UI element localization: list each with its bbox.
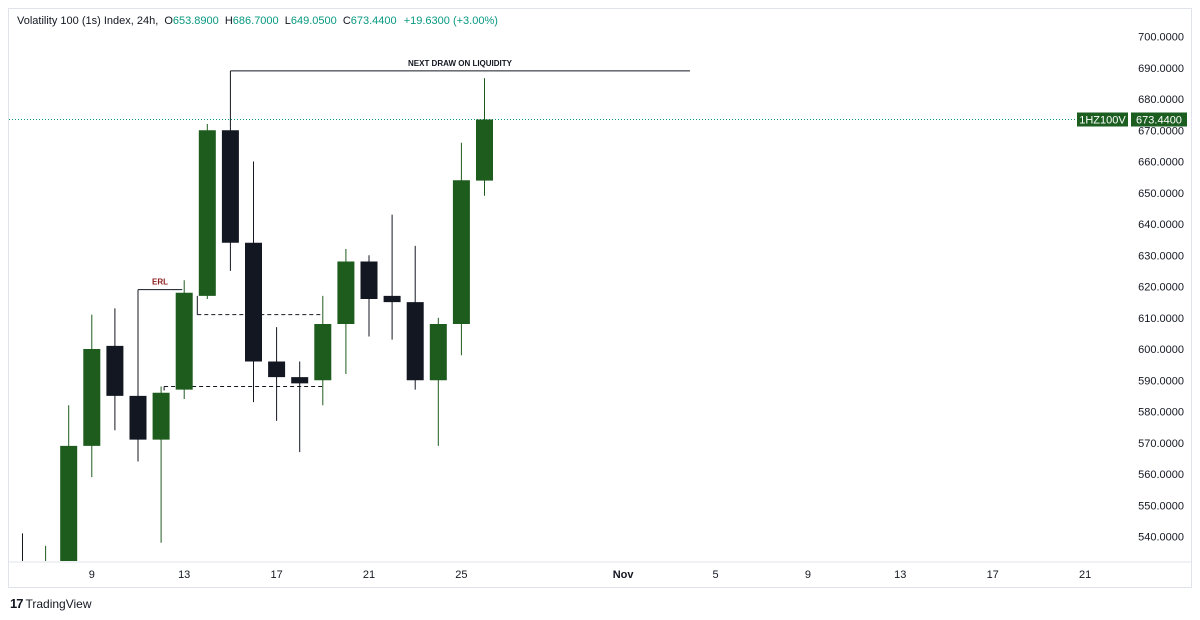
x-axis-tick-label: 17 — [270, 569, 282, 581]
erl-label: ERL — [152, 278, 168, 287]
y-axis-tick-label: 670.0000 — [1138, 125, 1184, 137]
close-label: C — [342, 15, 351, 27]
candle-body — [291, 377, 309, 384]
high-label: H — [224, 15, 233, 27]
candle — [429, 317, 447, 446]
close-value: 673.4400 — [350, 15, 397, 27]
candle-body — [14, 568, 31, 574]
x-axis-tick-label: 17 — [987, 569, 999, 581]
candle — [383, 214, 401, 340]
candle-body — [106, 345, 124, 396]
open-label: O — [164, 15, 173, 27]
candle-body — [268, 361, 286, 378]
symbol-badge-label: 1HZ100V — [1079, 115, 1126, 127]
chart-frame — [8, 8, 1192, 588]
candle — [60, 405, 78, 561]
candle — [175, 280, 193, 399]
price-badge — [1131, 112, 1187, 127]
x-axis-tick-label: 13 — [894, 569, 906, 581]
tradingview-logo-icon: 17 — [10, 596, 24, 611]
low-value: 649.0500 — [290, 15, 337, 27]
candle — [314, 295, 332, 406]
y-axis-tick-label: 590.0000 — [1138, 375, 1184, 387]
x-axis-tick-label: 21 — [363, 569, 375, 581]
change-value: +19.6300 (+3.00%) — [403, 15, 498, 27]
candle-body — [337, 261, 355, 324]
candle — [268, 327, 286, 421]
symbol-header: Volatility 100 (1s) Index, 24h, O653.890… — [17, 15, 498, 27]
candle — [106, 308, 124, 431]
candle-body — [129, 395, 147, 440]
y-axis-tick-label: 690.0000 — [1138, 63, 1184, 75]
candle — [360, 255, 378, 337]
y-axis-tick-label: 680.0000 — [1138, 94, 1184, 106]
symbol-badge — [1077, 112, 1128, 127]
candle — [14, 533, 31, 574]
candle-body — [245, 242, 262, 362]
x-axis-tick-label: 9 — [89, 569, 95, 581]
low-label: L — [284, 15, 291, 27]
price-badge-label: 673.4400 — [1136, 115, 1182, 127]
next-draw-label: NEXT DRAW ON LIQUIDITY — [408, 59, 513, 68]
candle — [221, 127, 239, 271]
candle-body — [198, 130, 216, 296]
tradingview-watermark[interactable]: 17 TradingView — [10, 596, 92, 611]
candle-body — [476, 119, 493, 181]
candle-body — [37, 568, 54, 574]
high-value: 686.7000 — [232, 15, 279, 27]
candle-body — [383, 295, 401, 303]
y-axis-tick-label: 660.0000 — [1138, 157, 1184, 169]
candle — [476, 78, 493, 196]
candle — [291, 361, 309, 453]
candle-body — [429, 324, 447, 381]
candle-body — [452, 180, 470, 324]
candle — [337, 249, 355, 374]
y-axis-tick-label: 540.0000 — [1138, 532, 1184, 544]
x-axis-tick-label: Nov — [613, 569, 635, 581]
candle — [245, 161, 262, 403]
candle-body — [221, 130, 239, 243]
x-axis-tick-label: 5 — [712, 569, 718, 581]
y-axis-tick-label: 620.0000 — [1138, 282, 1184, 294]
open-value: 653.8900 — [172, 15, 219, 27]
x-axis-tick-label: 13 — [178, 569, 190, 581]
candle — [152, 386, 170, 543]
tradingview-brand: TradingView — [25, 596, 92, 611]
y-axis-tick-label: 630.0000 — [1138, 250, 1184, 262]
candle — [452, 142, 470, 356]
candle — [83, 314, 101, 478]
candle — [198, 124, 216, 299]
candle — [37, 545, 54, 574]
candle-body — [175, 292, 193, 390]
y-axis-tick-label: 550.0000 — [1138, 500, 1184, 512]
candle-body — [314, 324, 332, 381]
symbol-title[interactable]: Volatility 100 (1s) Index, 24h, — [17, 15, 159, 27]
candle-body — [83, 349, 101, 446]
y-axis-tick-label: 600.0000 — [1138, 344, 1184, 356]
candle — [129, 352, 147, 462]
candle — [406, 245, 424, 390]
y-axis-tick-label: 580.0000 — [1138, 407, 1184, 419]
x-axis-tick-label: 21 — [1079, 569, 1091, 581]
candle-body — [152, 392, 170, 440]
x-axis-tick-label: 9 — [805, 569, 811, 581]
y-axis-tick-label: 640.0000 — [1138, 219, 1184, 231]
y-axis-tick-label: 650.0000 — [1138, 188, 1184, 200]
candle-body — [406, 302, 424, 381]
y-axis-tick-label: 700.0000 — [1138, 32, 1184, 44]
candle-body — [360, 261, 378, 299]
x-axis-tick-label: 25 — [455, 569, 467, 581]
candle-body — [60, 445, 78, 561]
y-axis-tick-label: 610.0000 — [1138, 313, 1184, 325]
y-axis-tick-label: 570.0000 — [1138, 438, 1184, 450]
y-axis-tick-label: 560.0000 — [1138, 469, 1184, 481]
